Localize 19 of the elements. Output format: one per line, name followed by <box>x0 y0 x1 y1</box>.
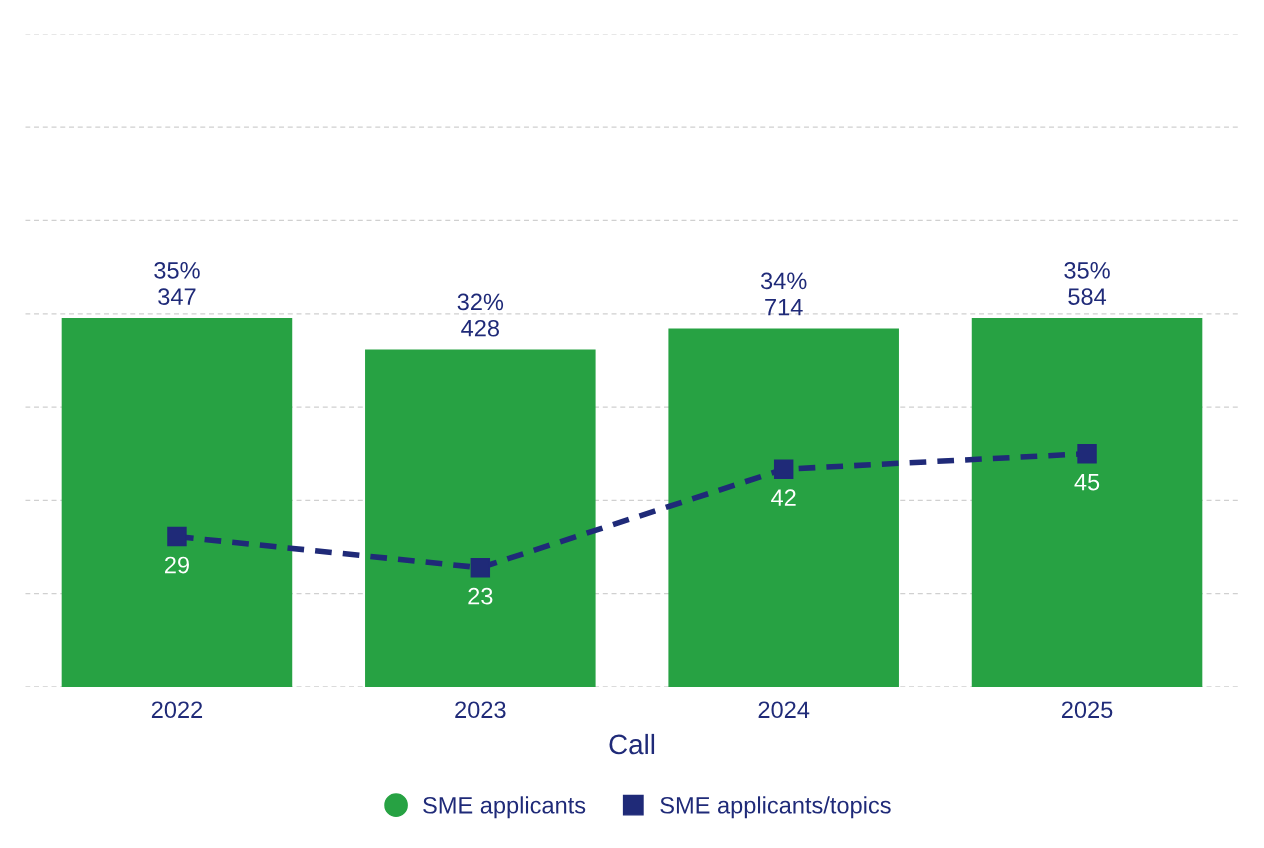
data-label: 23 <box>468 587 493 605</box>
x-tick-label: 2023 <box>455 701 506 719</box>
data-label: 42 <box>771 489 796 506</box>
data-label: 29 <box>165 556 189 574</box>
point <box>470 557 491 578</box>
x-tick-label: 2025 <box>1061 701 1113 719</box>
point <box>1077 443 1097 464</box>
x-axis-title: Call <box>609 733 655 755</box>
x-tick-label: 2024 <box>758 701 810 719</box>
data-label: 32% 428 <box>457 293 504 337</box>
legend-label: SME applicants/topics <box>660 796 891 819</box>
point <box>167 526 187 547</box>
data-label: 45 <box>1074 473 1100 491</box>
legend-label: SME applicants <box>423 796 586 819</box>
data-label: 35% 347 <box>154 261 200 305</box>
data-label: 34% 714 <box>760 272 807 316</box>
x-tick-label: 2022 <box>151 701 203 719</box>
point <box>773 459 794 479</box>
data-label: 35% 584 <box>1064 261 1110 305</box>
